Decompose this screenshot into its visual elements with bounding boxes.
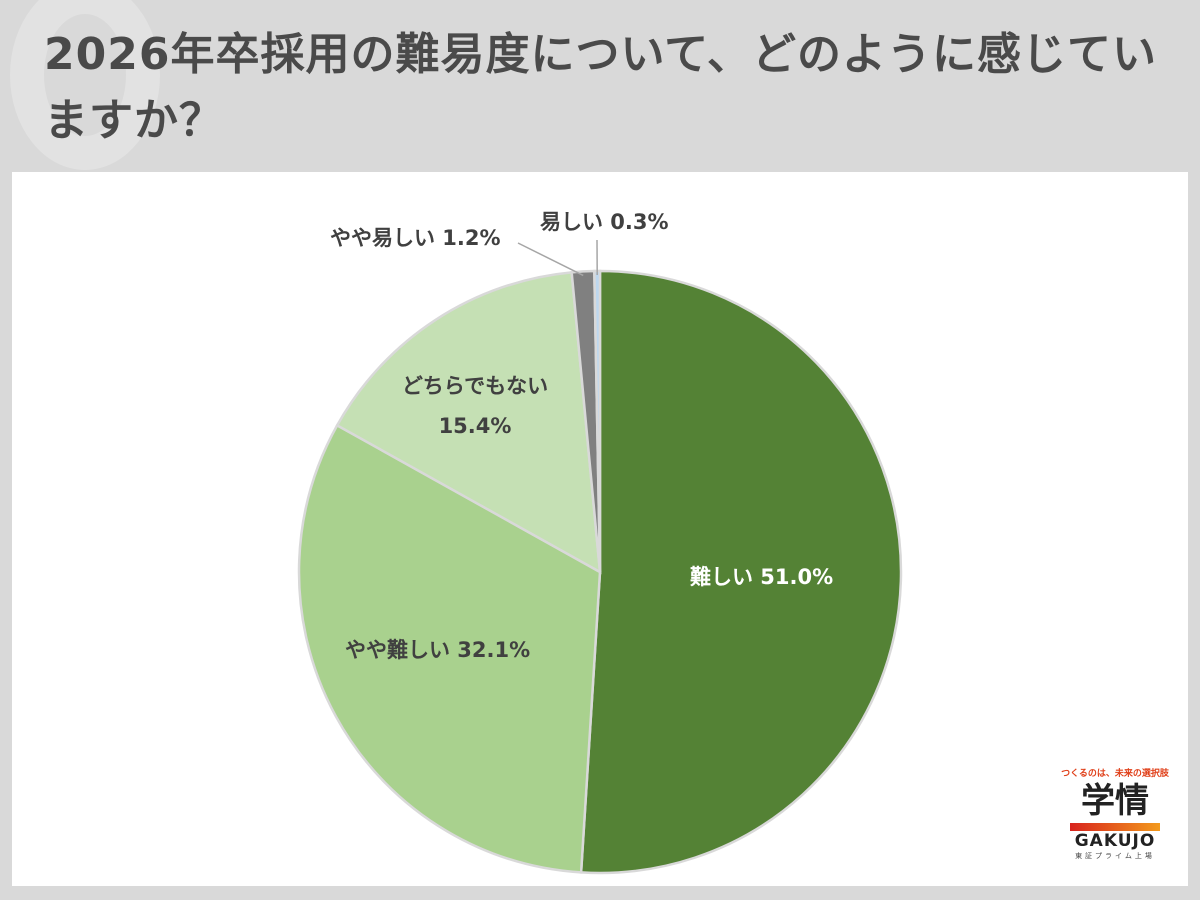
pie-slice-0 [579, 269, 903, 875]
leader-line-3 [517, 242, 584, 277]
pie-slice-1 [297, 423, 602, 874]
label-slice-0: 難しい 51.0% [690, 565, 834, 589]
label-slice-2: どちらでもない 15.4% [395, 366, 555, 446]
logo-brand: GAKUJO [1074, 831, 1156, 851]
label-slice-3: やや易しい 1.2% [330, 226, 501, 250]
logo-tagline: つくるのは、未来の選択肢 [1061, 769, 1169, 779]
chart-title: 2026年卒採用の難易度について、どのように感じていますか？ [44, 29, 1157, 146]
label-slice-4: 易しい 0.3% [540, 210, 669, 234]
logo-sub: 東証プライム上場 [1075, 852, 1155, 860]
label-slice-1: やや難しい 32.1% [345, 638, 531, 662]
gakujo-logo: つくるのは、未来の選択肢 学情 GAKUJO 東証プライム上場 [1060, 766, 1170, 861]
pie-slice-2 [335, 270, 602, 575]
label-slice-2-value: 15.4% [438, 414, 512, 438]
logo-bar [1070, 823, 1160, 831]
label-slice-2-name: どちらでもない [401, 374, 549, 398]
logo-mark: 学情 [1081, 781, 1149, 821]
